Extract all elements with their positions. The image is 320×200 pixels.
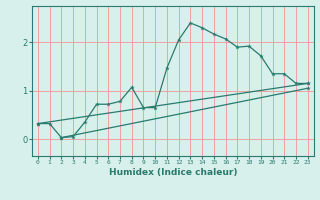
X-axis label: Humidex (Indice chaleur): Humidex (Indice chaleur) [108,168,237,177]
